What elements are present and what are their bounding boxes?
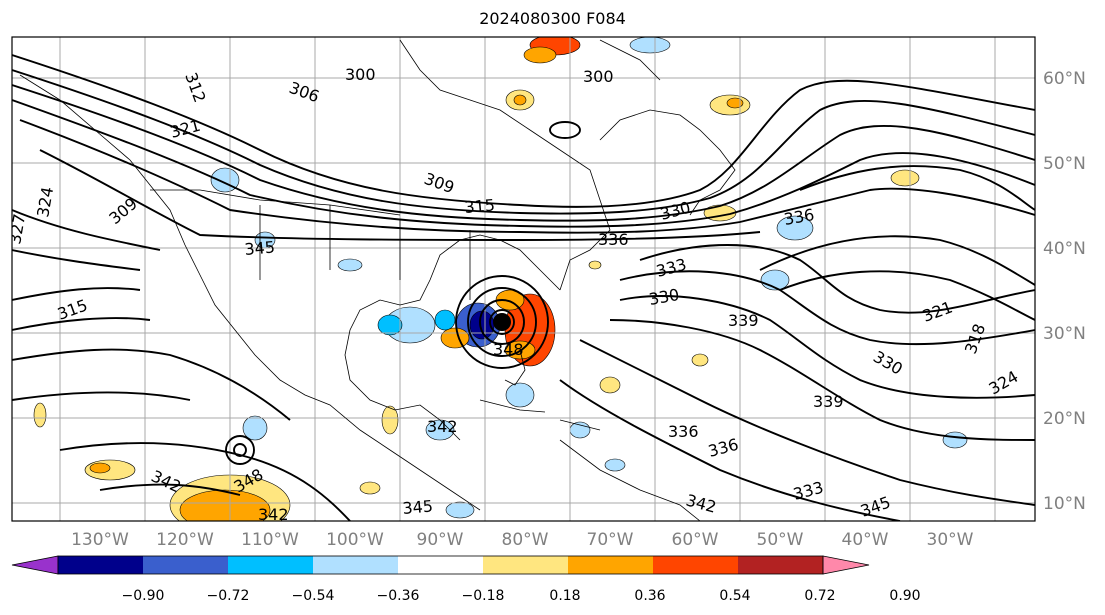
contour-label: 339 xyxy=(728,311,759,330)
lon-label: 100°W xyxy=(326,530,384,550)
colorbar-tick-label: 0.18 xyxy=(549,588,580,604)
colorbar-segment xyxy=(58,556,143,574)
colorbar-frame xyxy=(57,555,824,575)
lat-label: 40°N xyxy=(1043,239,1086,259)
contour-label: 315 xyxy=(464,195,496,217)
colorbar-segment xyxy=(653,556,738,574)
lon-label: 70°W xyxy=(587,530,634,550)
contour-label: 336 xyxy=(668,422,699,441)
lat-label: 60°N xyxy=(1043,69,1086,89)
lon-label: 40°W xyxy=(842,530,889,550)
lon-label: 60°W xyxy=(672,530,719,550)
colorbar-segment xyxy=(568,556,653,574)
colorbar-tick-label: −0.54 xyxy=(292,588,335,604)
lon-label: 120°W xyxy=(156,530,214,550)
shading-layer xyxy=(33,37,968,521)
contour-lines xyxy=(12,54,1035,521)
lat-label: 50°N xyxy=(1043,154,1086,174)
lon-label: 50°W xyxy=(757,530,804,550)
lat-label: 20°N xyxy=(1043,409,1086,429)
contour-label: 342 xyxy=(427,417,458,436)
map-panel: 312 306 300 300 321 324 309 315 330 336 … xyxy=(5,37,1035,524)
contour-label: 300 xyxy=(583,67,614,86)
contour-label: 336 xyxy=(598,230,629,249)
colorbar-tick-label: 0.54 xyxy=(719,588,750,604)
colorbar-tick-label: 0.72 xyxy=(804,588,835,604)
colorbar-tick-label: −0.18 xyxy=(462,588,505,604)
colorbar-segment xyxy=(228,556,313,574)
contour-label: 342 xyxy=(258,505,289,524)
colorbar-segments xyxy=(11,555,870,575)
lon-label: 110°W xyxy=(241,530,299,550)
map-frame xyxy=(11,36,1036,522)
contour-label: 345 xyxy=(402,496,434,518)
colorbar-tick-label: −0.36 xyxy=(377,588,420,604)
colorbar: −0.90 −0.72 −0.54 −0.36 −0.18 0.18 0.36 … xyxy=(11,555,921,604)
colorbar-segment xyxy=(738,556,823,574)
storm-center-marker xyxy=(493,313,511,331)
colorbar-tick-label: −0.90 xyxy=(122,588,165,604)
colorbar-segment xyxy=(313,556,398,574)
lat-label: 30°N xyxy=(1043,324,1086,344)
longitude-labels: 130°W 120°W 110°W 100°W 90°W 80°W 70°W 6… xyxy=(71,530,974,550)
colorbar-segment xyxy=(398,556,483,574)
map-title: 2024080300 F084 xyxy=(479,9,626,28)
latitude-labels: 60°N 50°N 40°N 30°N 20°N 10°N xyxy=(1043,69,1086,514)
contour-label: 339 xyxy=(813,392,844,411)
lon-label: 80°W xyxy=(502,530,549,550)
colorbar-tick-labels: −0.90 −0.72 −0.54 −0.36 −0.18 0.18 0.36 … xyxy=(122,588,921,604)
lon-label: 90°W xyxy=(417,530,464,550)
colorbar-tick-label: −0.72 xyxy=(207,588,250,604)
lat-label: 10°N xyxy=(1043,494,1086,514)
colorbar-extend-low xyxy=(11,555,59,575)
lon-label: 130°W xyxy=(71,530,129,550)
contour-label: 348 xyxy=(493,340,524,359)
lon-label: 30°W xyxy=(927,530,974,550)
contour-label: 300 xyxy=(345,65,376,84)
colorbar-extend-high xyxy=(822,555,870,575)
contour-label: 345 xyxy=(244,237,276,259)
colorbar-tick-label: 0.90 xyxy=(889,588,920,604)
contour-label: 327 xyxy=(5,212,29,245)
colorbar-segment xyxy=(483,556,568,574)
colorbar-tick-label: 0.36 xyxy=(634,588,665,604)
colorbar-segment xyxy=(143,556,228,574)
